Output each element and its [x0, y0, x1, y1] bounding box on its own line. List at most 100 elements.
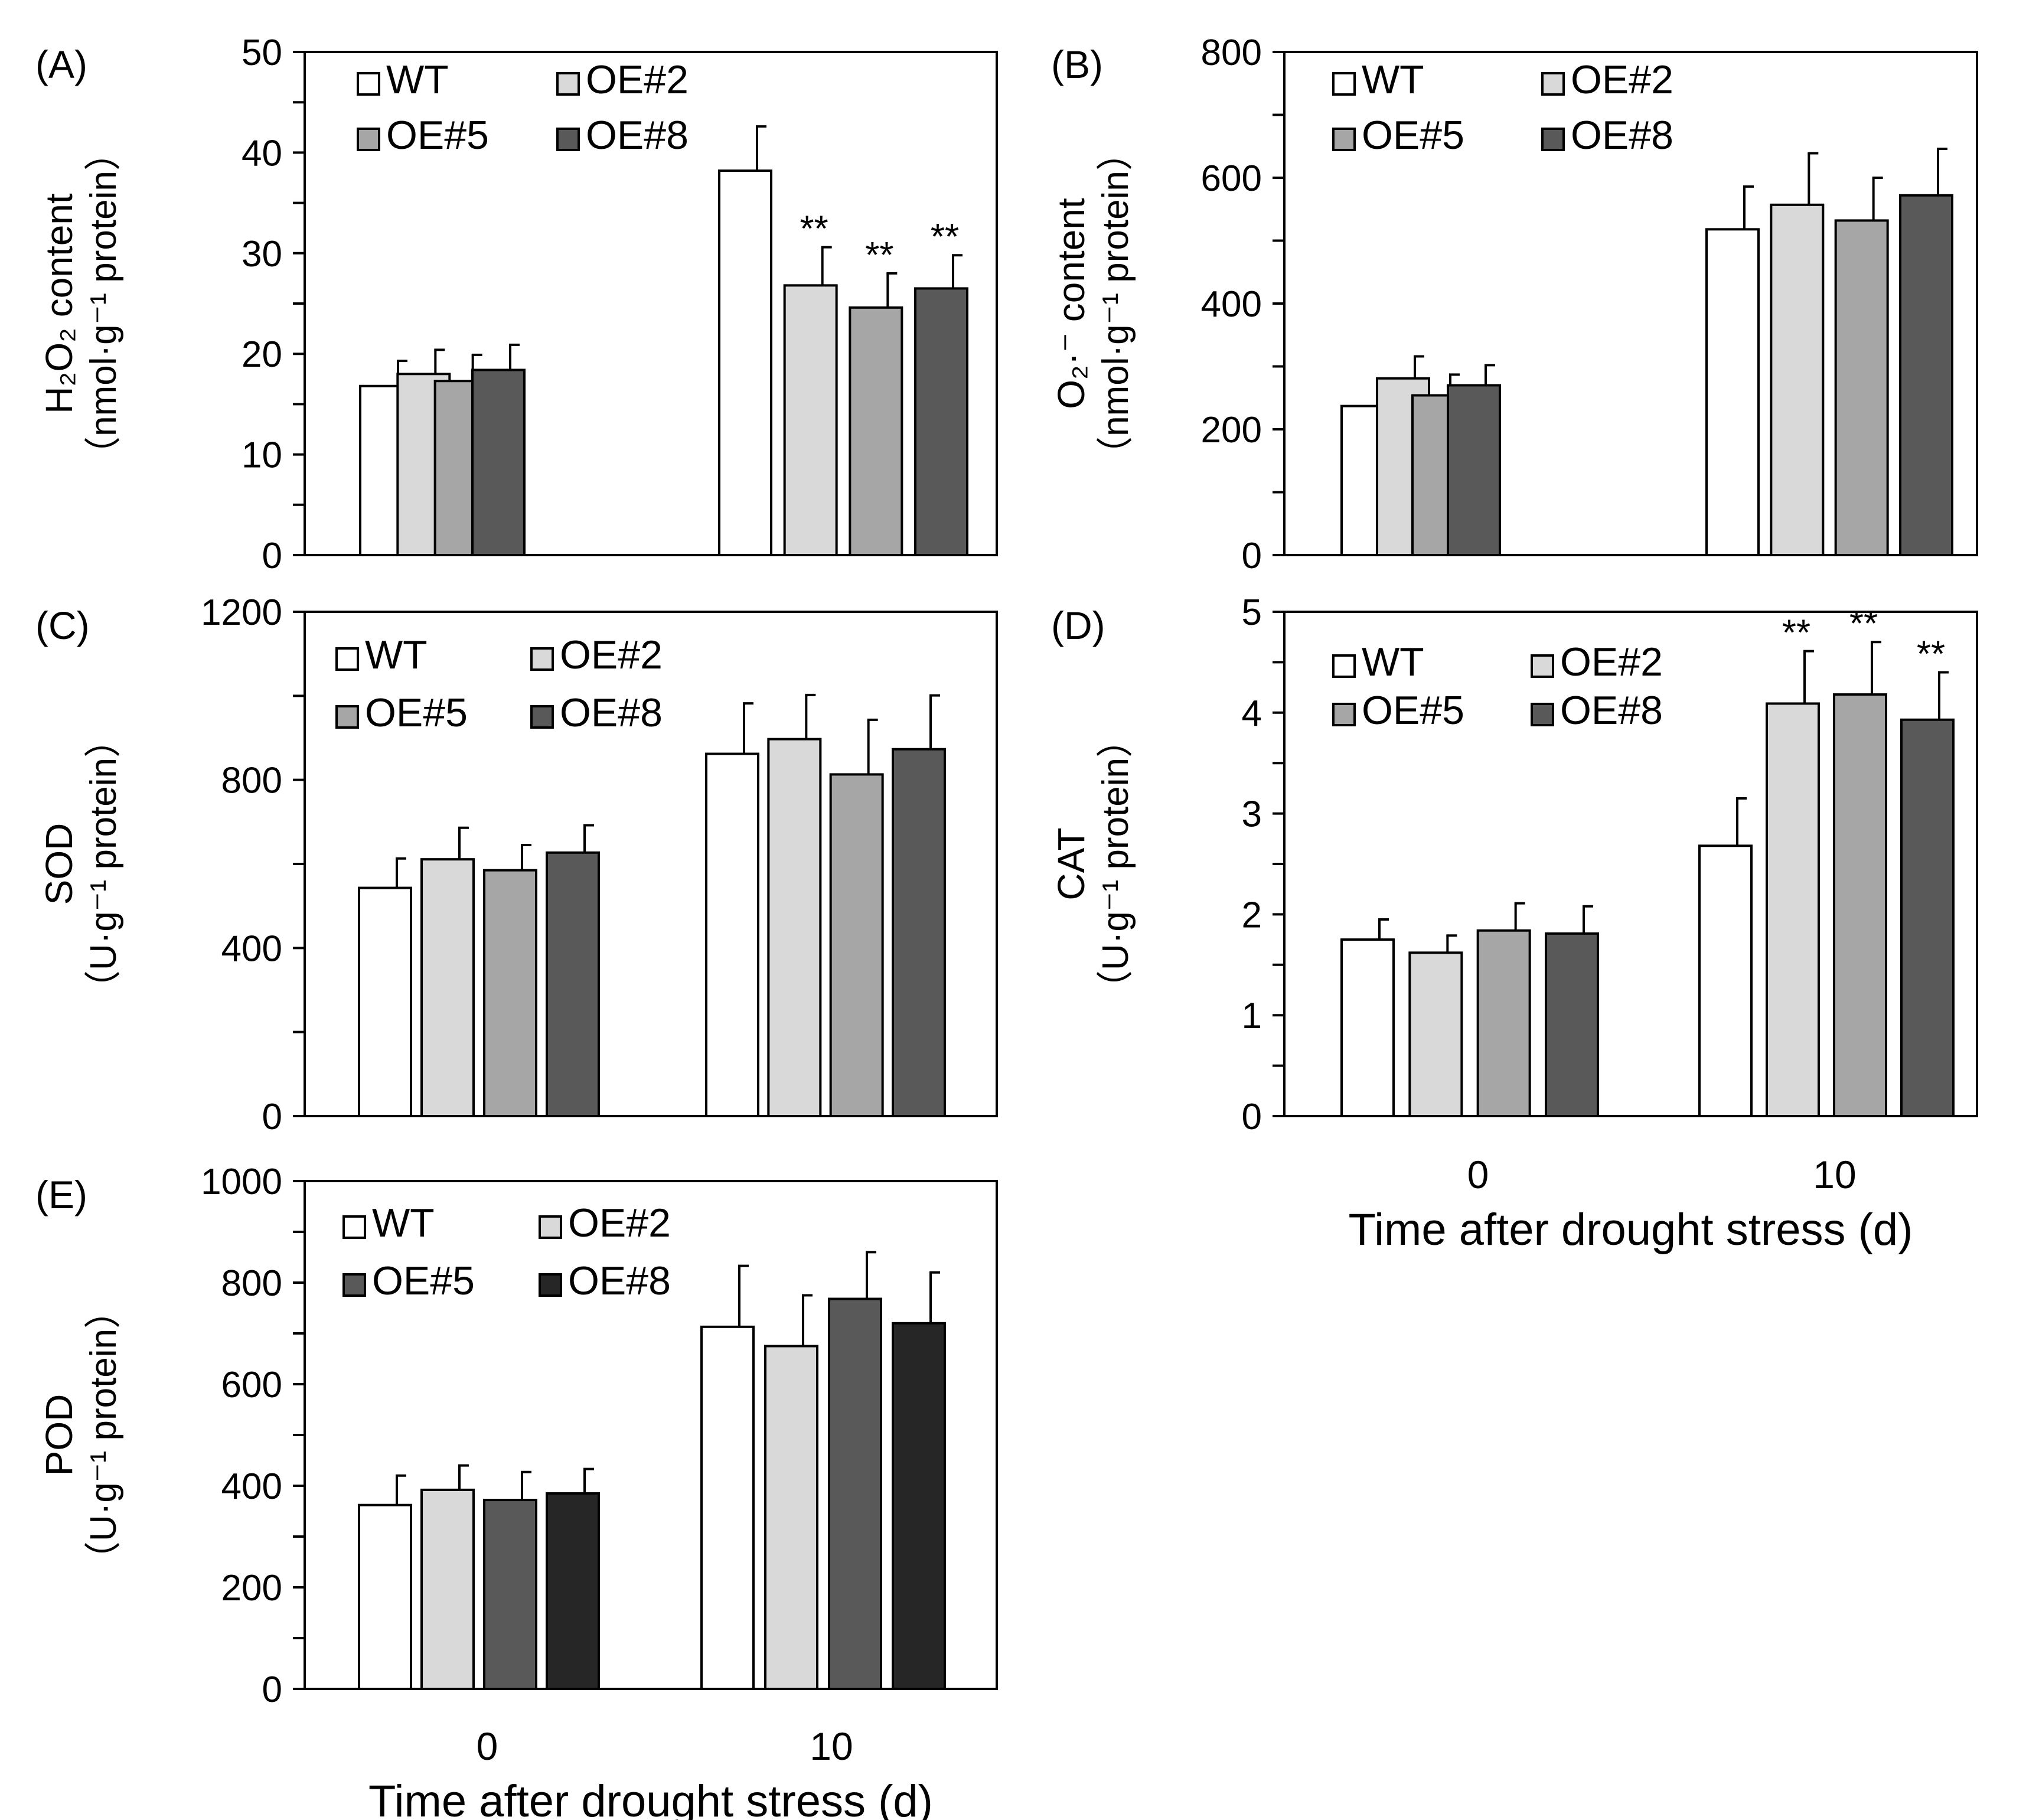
- panel-a: 0 10 20 30 40 50 H₂O₂ content （nmol·g⁻¹ protein…: [35, 32, 998, 576]
- panel-b-y-tick-label: 800: [1201, 32, 1262, 73]
- panel-b-bar: [1834, 219, 1889, 557]
- panel-b-bar: [1899, 194, 1953, 556]
- panel-d: 0 1 2 3 4 5 CAT （U·g⁻¹ protein） (D) 0 ** ** ** 10 Time…: [1050, 592, 1978, 1255]
- panel-e-y-tick-label: 1000: [201, 1162, 282, 1202]
- panel-c-y-tick-label: 0: [262, 1097, 282, 1137]
- panel-d-y-axis-unit: （U·g⁻¹ protein）: [1095, 721, 1136, 1007]
- panel-e-bar: [892, 1322, 946, 1691]
- panel-e-legend-label: WT: [372, 1201, 435, 1245]
- panel-a-y-tick-label: 30: [242, 234, 282, 275]
- panel-d-bar: [1340, 938, 1395, 1117]
- panel-e-legend-swatch: [539, 1273, 562, 1297]
- panel-a-significance-mark: **: [800, 209, 828, 250]
- panel-a-label: (A): [35, 43, 87, 86]
- panel-d-x-tick-label: 0: [1467, 1153, 1489, 1196]
- panel-d-bar: [1766, 702, 1820, 1117]
- panel-c-y-axis-unit: （U·g⁻¹ protein）: [83, 721, 124, 1007]
- panel-e-bar: [764, 1345, 818, 1690]
- panel-d-legend-label: OE#8: [1560, 688, 1663, 733]
- panel-e-x-axis-title: Time after drought stress (d): [368, 1776, 933, 1820]
- panel-c-bar: [483, 869, 537, 1118]
- panel-e-bar: [483, 1499, 537, 1691]
- panel-d-bar: [1833, 693, 1887, 1117]
- panel-d-y-tick-label: 0: [1242, 1097, 1262, 1137]
- panel-b-legend-label: OE#8: [1571, 113, 1673, 158]
- panel-a-y-axis-title: H₂O₂ content: [38, 193, 80, 414]
- panel-c-y-tick-label: 800: [221, 761, 282, 801]
- panel-a-legend-label: WT: [386, 57, 449, 102]
- panel-e-y-axis-title: POD: [38, 1394, 80, 1476]
- panel-a-legend-swatch: [357, 128, 380, 151]
- panel-a-y-tick-label: 10: [242, 435, 282, 476]
- panel-c-bar: [546, 851, 600, 1118]
- panel-b-label: (B): [1051, 43, 1103, 86]
- panel-d-x-tick-label: 10: [1813, 1153, 1856, 1196]
- panel-a-y-tick-label: 40: [242, 133, 282, 174]
- panel-d-y-tick-label: 2: [1242, 895, 1262, 935]
- panel-c-bar: [358, 886, 412, 1117]
- panel-d-significance-mark: **: [1849, 604, 1878, 644]
- panel-a-y-axis-unit: （nmol·g⁻¹ protein）: [83, 134, 124, 473]
- panel-e-label: (E): [35, 1173, 87, 1216]
- panel-c-legend-swatch: [335, 647, 359, 671]
- panel-c-bar: [767, 738, 822, 1117]
- panel-b-bar: [1447, 384, 1501, 556]
- panel-b-legend-swatch: [1541, 72, 1565, 96]
- panel-e-y-tick-label: 600: [221, 1365, 282, 1405]
- panel-a-legend-swatch: [556, 128, 580, 151]
- panel-c-label: (C): [35, 604, 90, 647]
- panel-b-legend-swatch: [1332, 72, 1356, 96]
- panel-a-y-tick-label: 50: [242, 32, 282, 73]
- panel-a-bar: [471, 368, 526, 556]
- panel-a-y-tick-label: 20: [242, 334, 282, 375]
- panel-e-legend-swatch: [342, 1273, 366, 1297]
- panel-e-y-tick-label: 800: [221, 1263, 282, 1304]
- panel-b-legend-label: WT: [1362, 57, 1424, 102]
- panel-a-legend-swatch: [556, 72, 580, 96]
- panel-d-legend-swatch: [1531, 703, 1554, 726]
- panel-d-label: (D): [1051, 604, 1105, 647]
- panel-c-legend-label: OE#2: [560, 632, 663, 677]
- panel-d-legend-label: OE#5: [1362, 688, 1464, 733]
- panel-c-legend-label: OE#8: [560, 690, 663, 735]
- panel-a-bar: [783, 284, 838, 556]
- panel-e-bar: [546, 1492, 600, 1690]
- panel-e-y-tick-label: 200: [221, 1568, 282, 1609]
- panel-d-y-tick-label: 3: [1242, 794, 1262, 835]
- panel-b-legend-swatch: [1332, 128, 1356, 151]
- panel-d-y-tick-label: 4: [1242, 693, 1262, 734]
- panel-d-legend-swatch: [1332, 654, 1356, 678]
- panel-e-bar: [420, 1488, 475, 1690]
- panel-c-y-tick-label: 400: [221, 928, 282, 969]
- panel-b-legend-swatch: [1541, 128, 1565, 151]
- panel-c-legend-label: OE#5: [365, 690, 468, 735]
- panel-d-y-axis-title: CAT: [1050, 827, 1092, 900]
- panel-d-bar: [1476, 929, 1531, 1118]
- panel-b-legend-label: OE#2: [1571, 57, 1673, 102]
- panel-b-y-tick-label: 600: [1201, 158, 1262, 199]
- panel-d-legend-label: WT: [1362, 640, 1424, 684]
- panel-a-significance-mark: **: [865, 235, 893, 276]
- panel-c: 0 400 800 1200 SOD （U·g⁻¹ protein） (C) WT OE#2 OE…: [35, 592, 998, 1137]
- panel-a-bar: [914, 287, 968, 556]
- panel-c-legend-swatch: [335, 705, 359, 729]
- panel-e-legend-label: OE#2: [568, 1201, 671, 1245]
- panel-e-bar: [358, 1503, 412, 1690]
- panel-c-bar: [420, 858, 475, 1117]
- panel-b-y-tick-label: 400: [1201, 284, 1262, 325]
- panel-a-legend-label: OE#2: [586, 57, 689, 102]
- panel-b-y-axis-unit: （nmol·g⁻¹ protein）: [1095, 134, 1136, 473]
- panel-e-legend-swatch: [539, 1215, 562, 1239]
- panel-c-legend-label: WT: [365, 632, 428, 677]
- panel-b-y-tick-label: 200: [1201, 410, 1262, 451]
- panel-e-legend-swatch: [342, 1215, 366, 1239]
- panel-e-x-tick-label: 10: [810, 1724, 853, 1768]
- panel-a-bar: [849, 306, 903, 556]
- panel-a-bar: [718, 169, 772, 556]
- panel-b: 0 200 400 600 800 O₂·⁻ content （nmol·g⁻¹ prote…: [1050, 32, 1978, 576]
- panel-d-y-tick-label: 1: [1242, 996, 1262, 1036]
- panel-b-bar: [1705, 228, 1760, 556]
- panel-a-legend-label: OE#8: [586, 113, 689, 158]
- panel-d-bar: [1698, 844, 1753, 1117]
- panel-c-legend-swatch: [530, 705, 554, 729]
